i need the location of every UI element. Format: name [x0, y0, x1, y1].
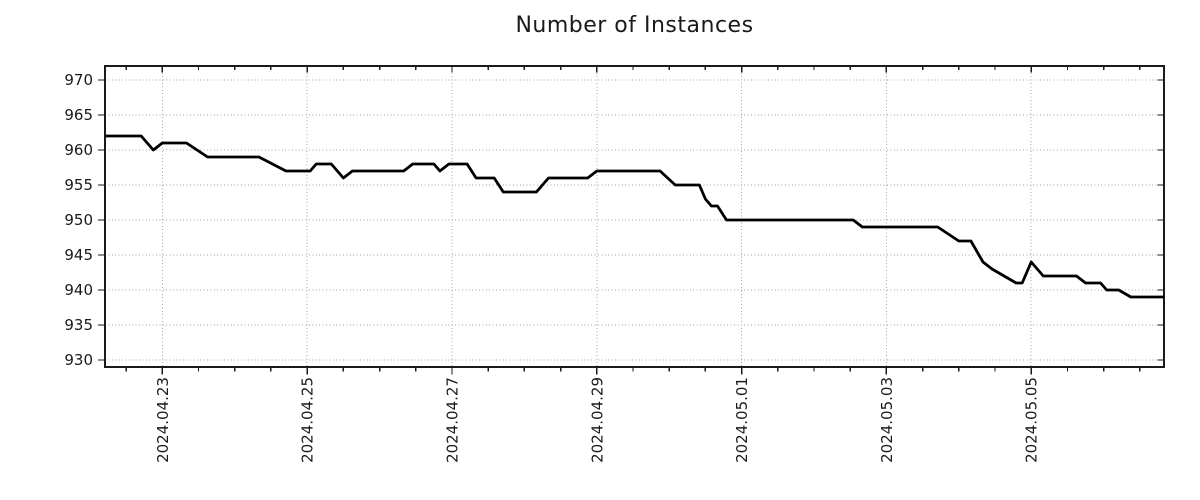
x-tick-label: 2024.04.23	[154, 377, 172, 463]
y-tick-label: 970	[64, 71, 93, 89]
y-tick-label: 960	[64, 141, 93, 159]
x-tick-label: 2024.05.03	[878, 377, 896, 463]
plot-border	[104, 65, 1165, 368]
y-tick-label: 930	[64, 351, 93, 369]
x-tick-label: 2024.04.29	[588, 377, 606, 463]
y-tick-label: 955	[64, 176, 93, 194]
y-tick-label: 950	[64, 211, 93, 229]
x-tick-label: 2024.05.01	[733, 377, 751, 463]
y-tick-label: 935	[64, 316, 93, 334]
x-tick-label: 2024.04.27	[443, 377, 461, 463]
x-tick-label: 2024.05.05	[1023, 377, 1041, 463]
series-line	[105, 134, 1164, 299]
x-tick-label: 2024.04.25	[299, 377, 317, 463]
chart-title: Number of Instances	[515, 13, 754, 38]
y-tick-label: 965	[64, 106, 93, 124]
y-tick-label: 940	[64, 281, 93, 299]
y-tick-label: 945	[64, 246, 93, 264]
